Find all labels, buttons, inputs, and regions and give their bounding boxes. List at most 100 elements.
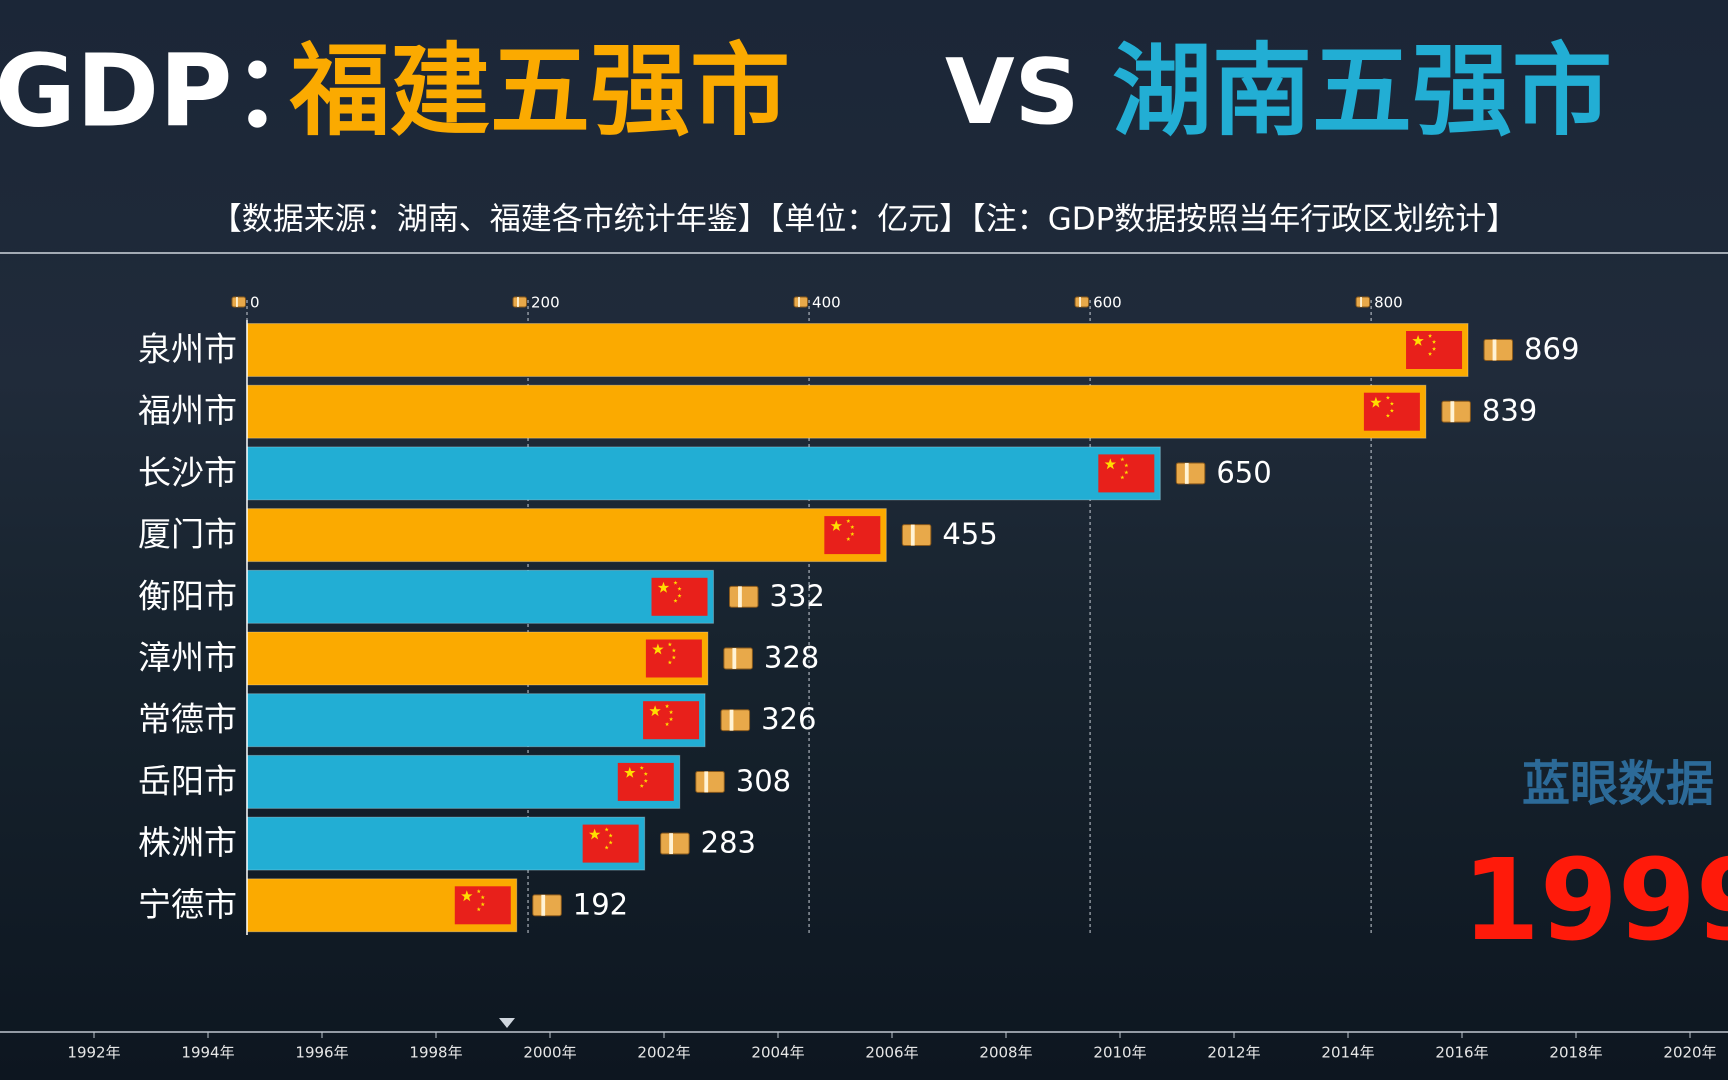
coin-icon	[660, 832, 690, 855]
y-tick-label: 漳州市	[138, 638, 237, 677]
flag-icon	[582, 824, 639, 863]
flag-star	[649, 705, 661, 717]
flag-star	[665, 704, 670, 708]
value-label: 869	[1524, 332, 1579, 366]
flag-star	[480, 895, 485, 900]
flag-star	[669, 710, 674, 714]
coin-icon	[532, 894, 562, 917]
coin-icon-band	[704, 771, 709, 793]
timeline-marker	[499, 1018, 515, 1028]
value-label: 308	[736, 764, 791, 798]
flag-star	[1389, 401, 1394, 406]
flag-star	[1124, 470, 1129, 475]
bar	[246, 754, 681, 809]
title-prefix: GDP：	[0, 32, 332, 149]
flag-star	[639, 783, 644, 788]
bar	[246, 816, 646, 871]
flag-star	[850, 524, 855, 529]
flag-star	[673, 580, 678, 585]
flag-star	[673, 598, 678, 603]
flag-star	[677, 586, 682, 591]
flag-icon	[1406, 331, 1463, 369]
flag-icon	[643, 701, 700, 740]
flag-star	[652, 643, 664, 655]
flag-icon	[454, 886, 511, 925]
coin-icon	[720, 709, 751, 732]
timeline-label: 1998年	[409, 1044, 462, 1062]
coin-icon-band	[541, 894, 546, 916]
flag-star	[1120, 457, 1125, 462]
coin-icon-band	[1492, 339, 1497, 361]
coin-icon	[512, 296, 528, 308]
flag-star	[1370, 396, 1382, 408]
flag-star	[461, 890, 473, 902]
flag-star	[480, 902, 485, 907]
timeline-label: 2020年	[1663, 1044, 1716, 1062]
y-tick-label: 常德市	[138, 700, 237, 739]
bar	[246, 384, 1427, 439]
x-tick-label: 800	[1374, 294, 1403, 312]
flag-star	[588, 828, 601, 840]
y-tick-label: 泉州市	[138, 330, 237, 369]
flag-star	[624, 766, 636, 778]
value-label: 650	[1216, 455, 1271, 489]
title-right: 湖南五强市	[1112, 32, 1612, 149]
flag-star	[1385, 413, 1390, 418]
flag-star	[671, 648, 676, 653]
flag-icon	[1363, 392, 1420, 431]
bar	[246, 693, 706, 748]
coin-icon	[1441, 400, 1471, 423]
y-tick-label: 长沙市	[138, 453, 237, 492]
flag-star	[643, 778, 648, 783]
value-label: 839	[1482, 394, 1537, 428]
x-tick-label: 200	[531, 294, 560, 312]
coin-icon-band	[738, 586, 742, 608]
y-tick-label: 宁德市	[138, 885, 237, 924]
flag-star	[846, 518, 851, 523]
flag-star	[667, 642, 672, 647]
subtitle: 【数据来源：湖南、福建各市统计年鉴】【单位：亿元】【注：GDP数据按照当年行政区…	[211, 202, 1518, 238]
flag-star	[1104, 458, 1116, 470]
coin-icon-band	[798, 297, 800, 307]
coin-icon	[1175, 462, 1206, 485]
value-label: 192	[573, 887, 628, 921]
y-tick-label: 岳阳市	[138, 761, 237, 800]
flag-star	[850, 531, 855, 536]
flag-star	[1120, 475, 1125, 480]
y-tick-label: 株洲市	[138, 823, 237, 862]
flag-star	[1432, 346, 1437, 351]
timeline-label: 2002年	[637, 1044, 690, 1062]
timeline-label: 2000年	[523, 1044, 576, 1062]
flag-icon	[824, 516, 881, 555]
coin-icon-band	[1450, 401, 1455, 423]
flag-star	[1385, 395, 1390, 400]
flag-star	[1428, 351, 1433, 356]
coin-icon-band	[1360, 297, 1362, 307]
flag-star	[639, 765, 644, 770]
y-tick-label: 福州市	[138, 391, 237, 430]
coin-icon	[729, 585, 759, 608]
coin-icon-band	[729, 709, 734, 731]
flag-icon	[651, 577, 708, 616]
coin-icon	[1483, 339, 1514, 361]
flag-star	[608, 833, 613, 838]
y-tick-label: 厦门市	[138, 515, 237, 554]
bar	[246, 508, 887, 563]
x-tick-label: 600	[1093, 294, 1122, 312]
timeline-label: 2010年	[1093, 1044, 1146, 1062]
flag-star	[846, 536, 851, 541]
flag-star	[608, 840, 613, 845]
flag-star	[604, 827, 609, 832]
coin-icon-band	[1079, 297, 1081, 307]
coin-icon	[231, 296, 246, 308]
y-tick-label: 衡阳市	[138, 576, 237, 615]
flag-icon	[1098, 454, 1155, 493]
flag-star	[476, 889, 481, 894]
flag-star	[476, 907, 481, 912]
bar	[246, 569, 715, 624]
flag-star	[830, 520, 842, 531]
flag-icon	[645, 639, 702, 678]
timeline-label: 2016年	[1435, 1044, 1488, 1062]
